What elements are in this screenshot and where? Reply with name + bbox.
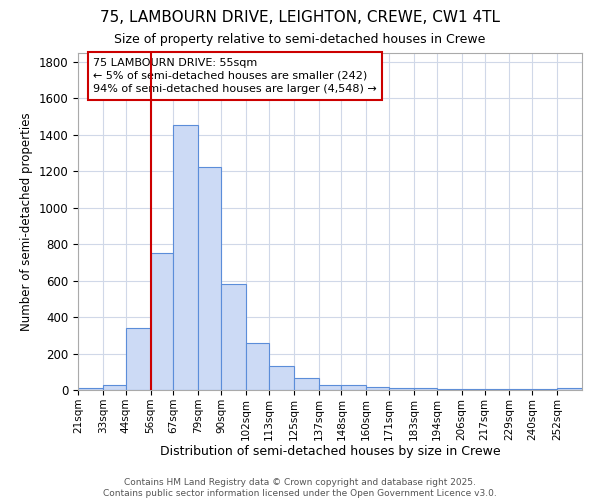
Bar: [198, 168, 221, 390]
Bar: [366, 388, 389, 390]
Bar: [485, 389, 509, 390]
Bar: [269, 366, 294, 390]
Bar: [462, 389, 485, 390]
Bar: [151, 253, 173, 390]
Text: 75, LAMBOURN DRIVE, LEIGHTON, CREWE, CW1 4TL: 75, LAMBOURN DRIVE, LEIGHTON, CREWE, CW1…: [100, 10, 500, 25]
Text: Contains HM Land Registry data © Crown copyright and database right 2025.
Contai: Contains HM Land Registry data © Crown c…: [103, 478, 497, 498]
Bar: [78, 388, 103, 390]
Bar: [221, 284, 246, 390]
Text: Size of property relative to semi-detached houses in Crewe: Size of property relative to semi-detach…: [115, 32, 485, 46]
Bar: [246, 342, 269, 390]
Text: 75 LAMBOURN DRIVE: 55sqm
← 5% of semi-detached houses are smaller (242)
94% of s: 75 LAMBOURN DRIVE: 55sqm ← 5% of semi-de…: [93, 58, 377, 94]
Bar: [294, 378, 319, 390]
Bar: [103, 384, 126, 390]
Bar: [437, 389, 462, 390]
X-axis label: Distribution of semi-detached houses by size in Crewe: Distribution of semi-detached houses by …: [160, 446, 500, 458]
Bar: [414, 388, 437, 390]
Bar: [319, 384, 341, 390]
Bar: [173, 126, 198, 390]
Bar: [509, 389, 532, 390]
Bar: [126, 328, 151, 390]
Y-axis label: Number of semi-detached properties: Number of semi-detached properties: [20, 112, 33, 330]
Bar: [557, 388, 582, 390]
Bar: [341, 386, 366, 390]
Bar: [389, 388, 414, 390]
Bar: [532, 389, 557, 390]
